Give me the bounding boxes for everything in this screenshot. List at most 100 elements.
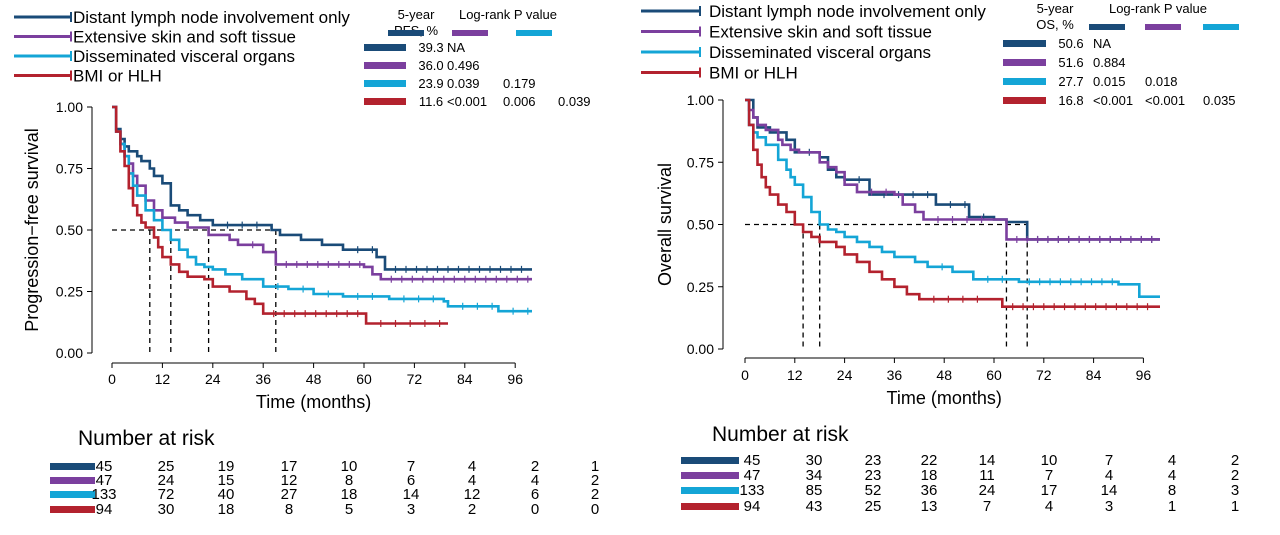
y-tick-label: 1.00 — [687, 92, 714, 108]
x-tick-label: 96 — [507, 371, 523, 387]
x-tick-label: 84 — [1086, 367, 1102, 383]
stats-header-pvalue: Log-rank P value — [459, 7, 557, 22]
y-tick-label: 0.25 — [56, 284, 83, 300]
legend-label: Distant lymph node involvement only — [73, 8, 350, 27]
risk-cell: 133 — [739, 482, 764, 499]
risk-row-swatch-bmi — [681, 503, 739, 510]
y-axis-title: Progression−free survival — [22, 128, 42, 332]
risk-cell: 94 — [744, 498, 761, 515]
legend-label: BMI or HLH — [709, 64, 798, 83]
risk-cell: 85 — [806, 482, 823, 499]
x-tick-label: 72 — [407, 371, 423, 387]
stats-column-marker-skin — [452, 30, 488, 36]
series-line-distant — [112, 105, 532, 271]
stats-row-swatch-visceral — [1003, 78, 1046, 85]
x-tick-label: 36 — [887, 367, 903, 383]
risk-cell: 0 — [591, 501, 599, 518]
legend-label: Extensive skin and soft tissue — [73, 28, 296, 47]
risk-cell: 14 — [1101, 482, 1118, 499]
risk-cell: 25 — [158, 458, 175, 475]
risk-cell: 6 — [407, 472, 415, 489]
stats-column-marker-visceral — [516, 30, 552, 36]
risk-row-swatch-visceral — [50, 491, 95, 498]
risk-cell: 7 — [1105, 452, 1113, 469]
y-tick-label: 0.25 — [687, 279, 714, 295]
risk-cell: 3 — [1105, 498, 1113, 515]
stats-header-rate: OS, % — [1036, 17, 1074, 32]
risk-cell: 7 — [407, 458, 415, 475]
stats-row-swatch-distant — [364, 44, 406, 51]
risk-cell: 8 — [345, 472, 353, 489]
x-tick-label: 12 — [155, 371, 171, 387]
x-tick-label: 0 — [741, 367, 749, 383]
risk-cell: 2 — [591, 472, 599, 489]
stats-row-swatch-bmi — [364, 98, 406, 105]
stats-column-marker-skin — [1145, 24, 1181, 30]
risk-cell: 27 — [281, 486, 298, 503]
stats-rate: 39.3 — [418, 40, 443, 55]
risk-cell: 34 — [806, 467, 823, 484]
risk-cell: 4 — [1105, 467, 1113, 484]
risk-cell: 17 — [1041, 482, 1058, 499]
risk-cell: 40 — [218, 486, 235, 503]
risk-cell: 30 — [158, 501, 175, 518]
stats-pvalue: NA — [1093, 36, 1111, 51]
x-tick-label: 60 — [986, 367, 1002, 383]
stats-pvalue: <0.001 — [1145, 93, 1185, 108]
risk-cell: 52 — [865, 482, 882, 499]
stats-pvalue: 0.018 — [1145, 74, 1178, 89]
x-axis-title: Time (months) — [256, 392, 371, 412]
y-tick-label: 0.00 — [687, 341, 714, 357]
risk-cell: 18 — [341, 486, 358, 503]
pfs-panel: 0.000.250.500.751.000 12 24 36 48 60 72 84 96Tim… — [14, 7, 599, 518]
risk-cell: 23 — [865, 452, 882, 469]
stats-pvalue: <0.001 — [447, 94, 487, 109]
series-line-skin — [745, 98, 1160, 241]
risk-cell: 72 — [158, 486, 175, 503]
risk-cell: 5 — [345, 501, 353, 518]
risk-row-swatch-distant — [681, 457, 739, 464]
risk-row-swatch-skin — [681, 472, 739, 479]
stats-rate: 36.0 — [418, 58, 443, 73]
x-axis-title: Time (months) — [887, 388, 1002, 408]
risk-cell: 30 — [806, 452, 823, 469]
risk-table-title: Number at risk — [78, 427, 215, 450]
series-line-bmi — [112, 105, 448, 325]
risk-cell: 22 — [921, 452, 938, 469]
x-tick-label: 12 — [787, 367, 803, 383]
risk-cell: 24 — [979, 482, 996, 499]
risk-cell: 4 — [1168, 467, 1176, 484]
y-axis-title: Overall survival — [655, 163, 675, 286]
legend-label: Disseminated visceral organs — [73, 47, 295, 66]
risk-row-swatch-skin — [50, 477, 95, 484]
risk-table-title: Number at risk — [712, 423, 849, 446]
legend-label: Distant lymph node involvement only — [709, 2, 986, 21]
stats-pvalue: 0.039 — [447, 76, 480, 91]
risk-cell: 4 — [1168, 452, 1176, 469]
y-tick-label: 0.00 — [56, 345, 83, 361]
stats-column-marker-distant — [1089, 24, 1125, 30]
risk-cell: 8 — [285, 501, 293, 518]
os-panel: 0.000.250.500.751.000 12 24 36 48 60 72 84 96Tim… — [641, 1, 1239, 515]
legend-label: BMI or HLH — [73, 67, 162, 86]
stats-pvalue: 0.035 — [1203, 93, 1236, 108]
risk-cell: 25 — [865, 498, 882, 515]
stats-pvalue: 0.015 — [1093, 74, 1126, 89]
stats-pvalue: <0.001 — [1093, 93, 1133, 108]
stats-rate: 50.6 — [1058, 36, 1083, 51]
risk-cell: 45 — [96, 458, 113, 475]
risk-cell: 94 — [96, 501, 113, 518]
stats-row-swatch-visceral — [364, 80, 406, 87]
risk-cell: 11 — [979, 467, 995, 484]
series-line-visceral — [745, 98, 1160, 298]
y-tick-label: 0.75 — [56, 161, 83, 177]
risk-cell: 18 — [921, 467, 938, 484]
risk-row-swatch-bmi — [50, 506, 95, 513]
risk-cell: 4 — [468, 458, 476, 475]
risk-cell: 7 — [983, 498, 991, 515]
y-tick-label: 1.00 — [56, 99, 83, 115]
risk-cell: 13 — [921, 498, 938, 515]
x-tick-label: 48 — [306, 371, 322, 387]
risk-cell: 19 — [218, 458, 235, 475]
